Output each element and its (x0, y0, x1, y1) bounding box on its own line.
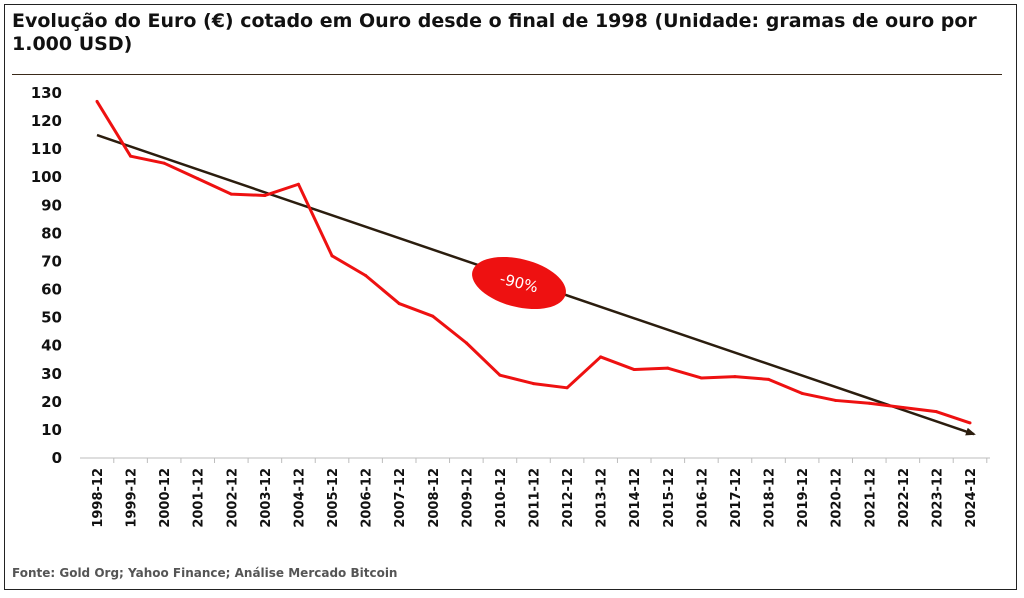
title-divider (12, 74, 1002, 75)
y-tick-label: 120 (31, 112, 62, 130)
x-tick-label: 2016-12 (695, 468, 710, 528)
y-tick-label: 70 (41, 252, 62, 270)
y-tick-label: 40 (41, 337, 62, 355)
y-tick-label: 100 (31, 168, 62, 186)
annotation-group: -90% (472, 256, 566, 310)
x-tick-label: 2015-12 (662, 468, 677, 528)
x-tick-label: 2007-12 (393, 468, 408, 528)
source-note: Fonte: Gold Org; Yahoo Finance; Análise … (12, 566, 398, 580)
x-tick-label: 2005-12 (326, 468, 341, 528)
data-point (565, 386, 569, 390)
x-tick-label: 2017-12 (729, 468, 744, 528)
data-point (229, 192, 233, 196)
data-point (901, 405, 905, 409)
data-point (296, 182, 300, 186)
data-point (498, 373, 502, 377)
x-tick-label: 2008-12 (427, 468, 442, 528)
chart-title: Evolução do Euro (€) cotado em Ouro desd… (12, 10, 977, 55)
data-point (330, 254, 334, 258)
data-point (867, 401, 871, 405)
annotation-badge (472, 256, 566, 310)
data-point (599, 355, 603, 359)
y-axis-labels: 0 10 20 30 40 50 60 70 80 90 100 110 120 130 (31, 84, 62, 467)
data-point (834, 398, 838, 402)
data-point (934, 410, 938, 414)
x-tick-label: 2023-12 (930, 468, 945, 528)
x-tick-label: 1999-12 (125, 468, 140, 528)
data-point (666, 366, 670, 370)
data-point (196, 177, 200, 181)
data-point (800, 391, 804, 395)
data-point (129, 154, 133, 158)
x-tick-label: 2003-12 (259, 468, 274, 528)
y-tick-label: 60 (41, 281, 62, 299)
x-tick-label: 2009-12 (460, 468, 475, 528)
x-tick-label: 2024-12 (964, 468, 979, 528)
y-tick-label: 110 (31, 140, 62, 158)
data-point (632, 368, 636, 372)
data-point (364, 274, 368, 277)
y-tick-label: 20 (41, 393, 62, 411)
x-tick-label: 2006-12 (360, 468, 375, 528)
x-tick-label: 2021-12 (863, 468, 878, 528)
data-point (95, 99, 99, 103)
y-tick-label: 130 (31, 84, 62, 102)
x-tick-label: 2019-12 (796, 468, 811, 528)
x-tick-label: 2010-12 (494, 468, 509, 528)
x-tick-label: 2012-12 (561, 468, 576, 528)
x-tick-label: 2014-12 (628, 468, 643, 528)
data-point (968, 421, 972, 425)
data-point (263, 193, 267, 197)
series-group (95, 99, 972, 425)
x-tick-label: 2020-12 (830, 468, 845, 528)
x-tick-label: 2011-12 (528, 468, 543, 528)
data-point (464, 341, 468, 345)
y-tick-label: 50 (41, 309, 62, 327)
y-tick-label: 30 (41, 365, 62, 383)
data-point (431, 314, 435, 318)
data-point (162, 161, 166, 165)
x-tick-label: 2013-12 (595, 468, 610, 528)
x-tick-label: 2002-12 (225, 468, 240, 528)
data-point (397, 302, 401, 306)
data-point (767, 377, 771, 381)
x-axis-labels: 1998-12 1999-12 2000-12 2001-12 2002-12 2003-… (91, 458, 988, 528)
x-tick-label: 2001-12 (192, 468, 207, 528)
data-point (532, 382, 535, 386)
x-tick-label: 2004-12 (292, 468, 307, 528)
y-tick-label: 80 (41, 224, 62, 242)
y-tick-label: 10 (41, 421, 62, 439)
y-tick-label: 0 (52, 449, 62, 467)
x-tick-label: 1998-12 (91, 468, 106, 528)
y-tick-label: 90 (41, 196, 62, 214)
x-tick-label: 2018-12 (763, 468, 778, 528)
data-point (699, 376, 703, 380)
series-line (95, 100, 971, 425)
x-tick-label: 2000-12 (158, 468, 173, 528)
data-point (733, 375, 737, 379)
x-tick-label: 2022-12 (897, 468, 912, 528)
